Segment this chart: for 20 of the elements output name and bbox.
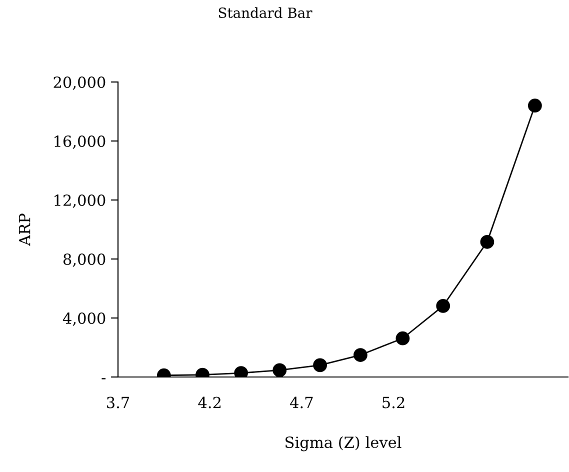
- y-tick-label: 12,000: [54, 194, 106, 208]
- point: [436, 298, 450, 313]
- x-tick-label: 5.2: [382, 396, 404, 408]
- chart-title: Standard Bar: [218, 7, 312, 18]
- point: [354, 348, 368, 362]
- x-tick-label: 4.7: [290, 396, 313, 408]
- y-tick-label: 20,000: [54, 76, 106, 90]
- point: [480, 234, 494, 249]
- y-tick-label: 8,000: [63, 253, 106, 267]
- x-axis-title: Sigma (Z) level: [286, 436, 402, 452]
- point: [396, 331, 410, 346]
- y-tick-label: 4,000: [62, 312, 106, 326]
- y-tick-label: 16,000: [54, 135, 106, 149]
- x-tick-label: 4.2: [198, 396, 220, 408]
- y-axis-title: ARP: [18, 214, 30, 246]
- point: [528, 98, 542, 113]
- point: [313, 358, 327, 372]
- point: [272, 363, 287, 377]
- x-tick-label: 3.7: [107, 396, 130, 408]
- y-tick-label: -: [102, 378, 106, 380]
